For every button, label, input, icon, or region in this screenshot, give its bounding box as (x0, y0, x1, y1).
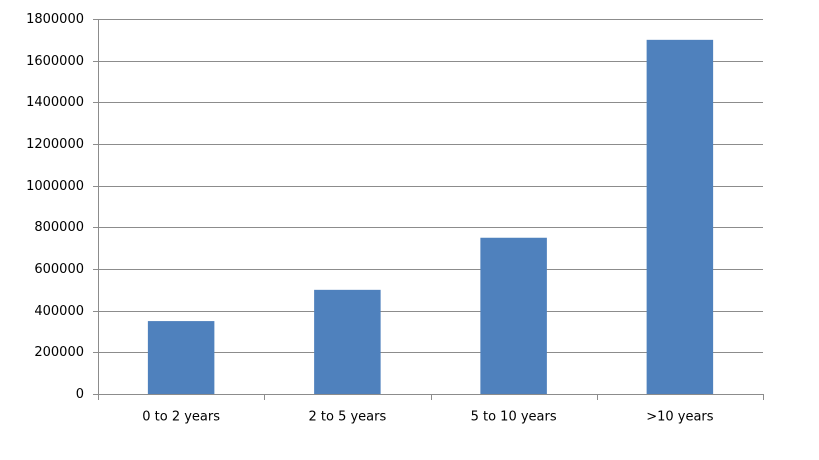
y-tick-label: 1200000 (26, 137, 84, 152)
y-tick-label: 1400000 (26, 95, 84, 110)
y-tick-label: 200000 (34, 345, 84, 360)
y-tick-label: 0 (76, 387, 84, 402)
bar (314, 289, 381, 394)
bar (646, 39, 714, 394)
x-tick-label: 2 to 5 years (308, 410, 386, 425)
y-tick-label: 1600000 (26, 54, 84, 69)
bar (480, 237, 547, 394)
y-tick-label: 600000 (34, 262, 84, 277)
y-tick-label: 1800000 (26, 12, 84, 27)
x-tick-label: >10 years (646, 410, 714, 425)
y-tick-label: 400000 (34, 304, 84, 319)
x-tick-label: 5 to 10 years (471, 410, 557, 425)
y-tick-label: 1000000 (26, 179, 84, 194)
y-tick-label: 800000 (34, 220, 84, 235)
bar (147, 321, 215, 394)
x-tick-label: 0 to 2 years (142, 410, 220, 425)
